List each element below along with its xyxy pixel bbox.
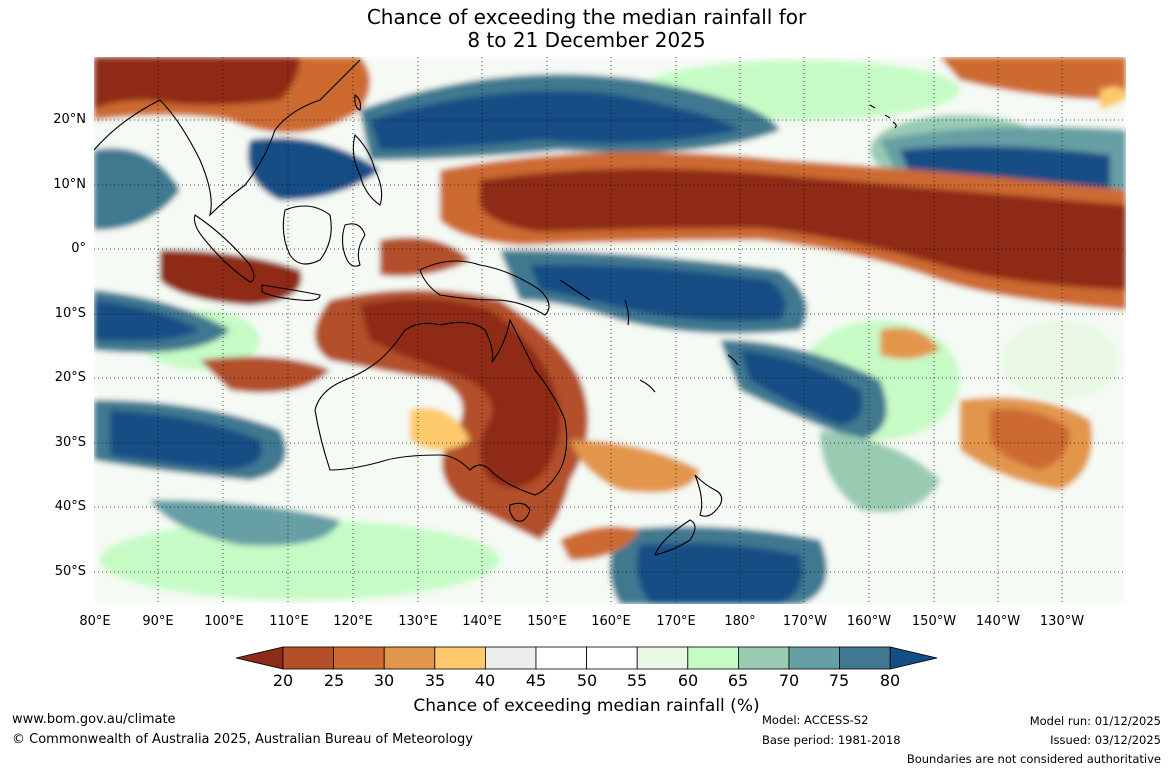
colorbar-tick: 55 [626,671,648,690]
graticule [94,57,1126,604]
sulawesi-coast [341,223,366,267]
colorbar-tick: 70 [778,671,800,690]
vanuatu-coast [624,299,630,326]
colorbar-tick: 20 [272,671,294,690]
base-period: Base period: 1981-2018 [762,733,901,747]
colorbar-tick: 35 [424,671,446,690]
colorbar-tick: 75 [828,671,850,690]
issued-date: Issued: 03/12/2025 [1050,733,1161,747]
lon-label: 110°E [269,614,309,629]
taiwan-coast [354,93,361,111]
new-guinea-coast [419,260,550,316]
model-run-date: Model run: 01/12/2025 [1029,714,1161,728]
australia-coast [314,318,568,496]
rainfall-probability-map [94,57,1126,604]
lat-label: 20°N [53,112,86,127]
tasmania-coast [509,502,531,522]
lon-label: 120°E [333,614,373,629]
model-name: Model: ACCESS-S2 [762,713,869,727]
sumatra-coast [193,214,255,283]
lon-label: 170°E [656,614,696,629]
colorbar-tick: 50 [576,671,598,690]
southeast-asia-coast [94,59,361,217]
map-title-line2: 8 to 21 December 2025 [467,28,706,52]
lon-label: 100°E [204,614,244,629]
lon-label: 80°E [79,614,111,629]
lon-label: 150°W [911,614,957,629]
colorbar-tick: 30 [373,671,395,690]
lon-label: 130°E [398,614,438,629]
lon-label: 130°W [1039,614,1085,629]
colorbar-tick: 65 [727,671,749,690]
coastlines [94,59,897,556]
lat-label: 50°S [54,564,86,579]
lon-label: 180° [724,614,756,629]
boundaries-disclaimer: Boundaries are not considered authoritat… [906,752,1161,766]
bom-url-link[interactable]: www.bom.gov.au/climate [12,712,176,727]
new-zealand-north-coast [694,474,723,517]
lat-label: 10°N [53,177,86,192]
map-title-line1: Chance of exceeding the median rainfall … [366,5,807,29]
java-coast [261,284,321,301]
probability-field [94,57,1126,604]
lat-label: 30°S [54,435,86,450]
new-caledonia-coast [639,379,656,393]
lat-label: 40°S [54,499,86,514]
colorbar-tick: 60 [677,671,699,690]
colorbar-tick: 80 [879,671,901,690]
fiji-coast [727,354,739,366]
borneo-coast [282,205,332,265]
lat-label: 0° [71,241,86,256]
hawaii-coast [869,104,897,129]
lon-label: 160°E [591,614,631,629]
colorbar-tick: 25 [323,671,345,690]
copyright-text: © Commonwealth of Australia 2025, Austra… [12,732,473,747]
lon-label: 150°E [527,614,567,629]
lon-label: 170°W [782,614,828,629]
solomon-islands-coast [559,279,591,301]
colorbar-label: Chance of exceeding median rainfall (%) [413,696,760,716]
lat-label: 10°S [54,306,86,321]
colorbar-tick: 45 [525,671,547,690]
lon-label: 140°E [462,614,502,629]
lon-label: 90°E [142,614,174,629]
lon-label: 160°W [846,614,892,629]
lat-label: 20°S [54,370,86,385]
colorbar-tick: 40 [474,671,496,690]
new-zealand-south-coast [654,519,696,556]
lon-label: 140°W [975,614,1021,629]
philippines-coast [352,133,383,206]
